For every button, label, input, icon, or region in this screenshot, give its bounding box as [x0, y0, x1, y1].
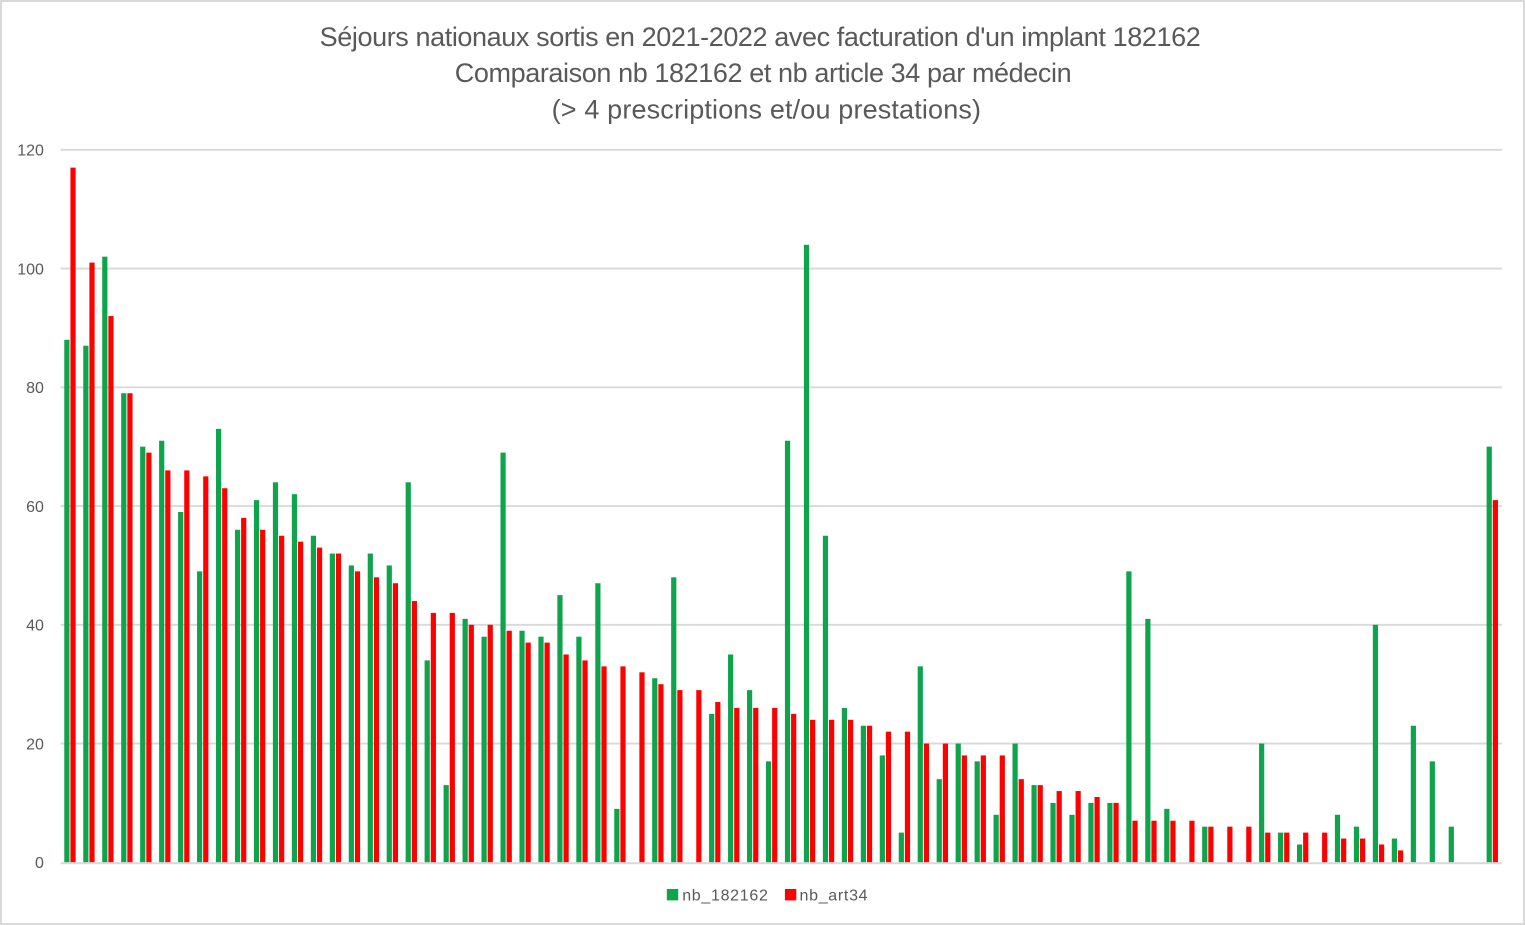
svg-text:nb_182162: nb_182162	[682, 887, 768, 904]
svg-text:Comparaison nb 182162 et nb ar: Comparaison nb 182162 et nb article 34 p…	[455, 58, 1071, 88]
svg-text:Séjours nationaux sortis en 20: Séjours nationaux sortis en 2021-2022 av…	[320, 22, 1201, 52]
svg-text:80: 80	[26, 380, 44, 397]
svg-text:100: 100	[17, 261, 44, 278]
svg-text:120: 120	[17, 143, 44, 160]
svg-text:40: 40	[26, 618, 44, 635]
svg-text:(> 4 prescriptions et/ou prest: (> 4 prescriptions et/ou prestations)	[552, 94, 982, 124]
svg-text:60: 60	[26, 499, 44, 516]
svg-text:0: 0	[35, 855, 44, 872]
svg-text:nb_art34: nb_art34	[800, 887, 869, 904]
svg-text:20: 20	[26, 736, 44, 753]
